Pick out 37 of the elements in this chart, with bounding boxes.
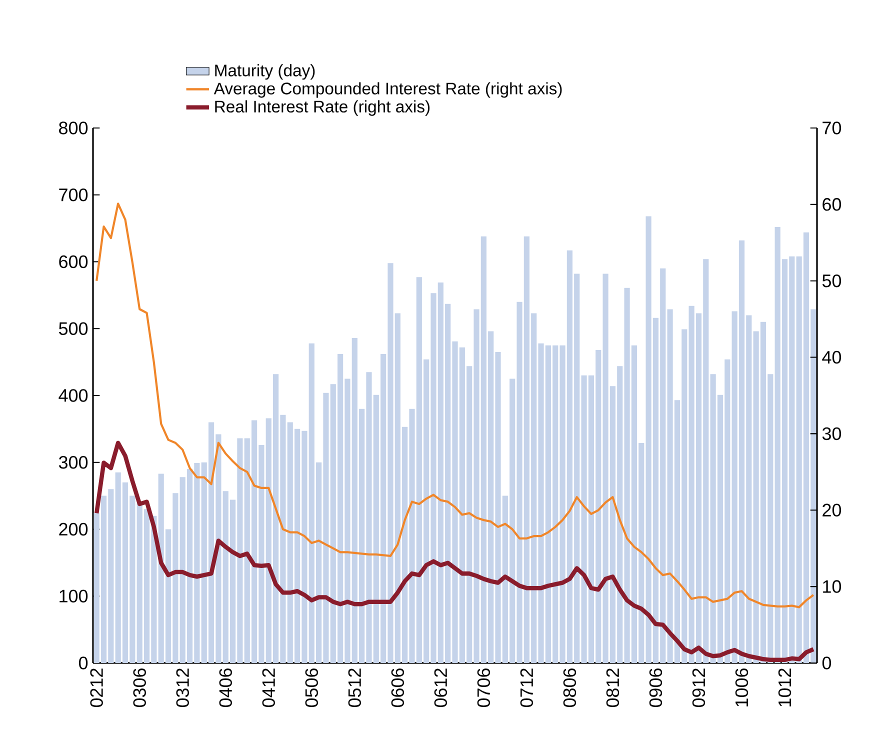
x-tick-label: 0406 [219,668,232,708]
y2-tick-label: 20 [822,504,842,516]
y2-tick-label: 60 [822,198,842,211]
y-tick-label: 600 [59,255,88,268]
y2-tick-label: 70 [822,122,842,134]
y-tick-label: 200 [59,522,88,536]
legend-label: Real Interest Rate (right axis) [215,100,430,116]
y2-tick-label: 0 [822,656,832,670]
y-tick-label: 800 [59,122,88,134]
x-tick-label: 0412 [262,668,275,708]
x-tick-label: 1012 [778,668,792,706]
y-tick-label: 500 [58,322,88,335]
legend-label: Average Compounded Interest Rate (right axis) [214,82,562,98]
y-tick-label: 100 [60,590,88,602]
x-tick-label: 0512 [348,668,362,708]
x-tick-label: 0712 [520,668,534,708]
x-tick-label: 0706 [477,668,490,708]
x-tick-label: 0912 [692,668,706,708]
y2-tick-label: 10 [823,580,842,593]
y2-tick-label: 30 [822,427,842,440]
x-tick-label: 0906 [649,668,662,708]
legend-label: Maturity (day) [215,64,315,80]
x-tick-label: 0806 [563,668,576,708]
y-tick-label: 0 [78,656,88,670]
x-tick-label: 0612 [434,668,448,708]
y-tick-label: 700 [59,188,88,202]
y-tick-label: 400 [58,389,88,402]
x-tick-label: 0606 [391,668,404,708]
x-tick-label: 0312 [176,668,189,708]
y2-tick-label: 40 [822,350,842,364]
x-tick-label: 0212 [90,668,103,708]
y2-tick-label: 50 [822,274,842,288]
y-tick-label: 300 [58,456,88,469]
x-tick-label: 0506 [305,668,318,708]
x-tick-label: 0306 [133,668,146,708]
x-tick-label: 0812 [606,668,620,708]
x-tick-label: 1006 [735,668,748,706]
